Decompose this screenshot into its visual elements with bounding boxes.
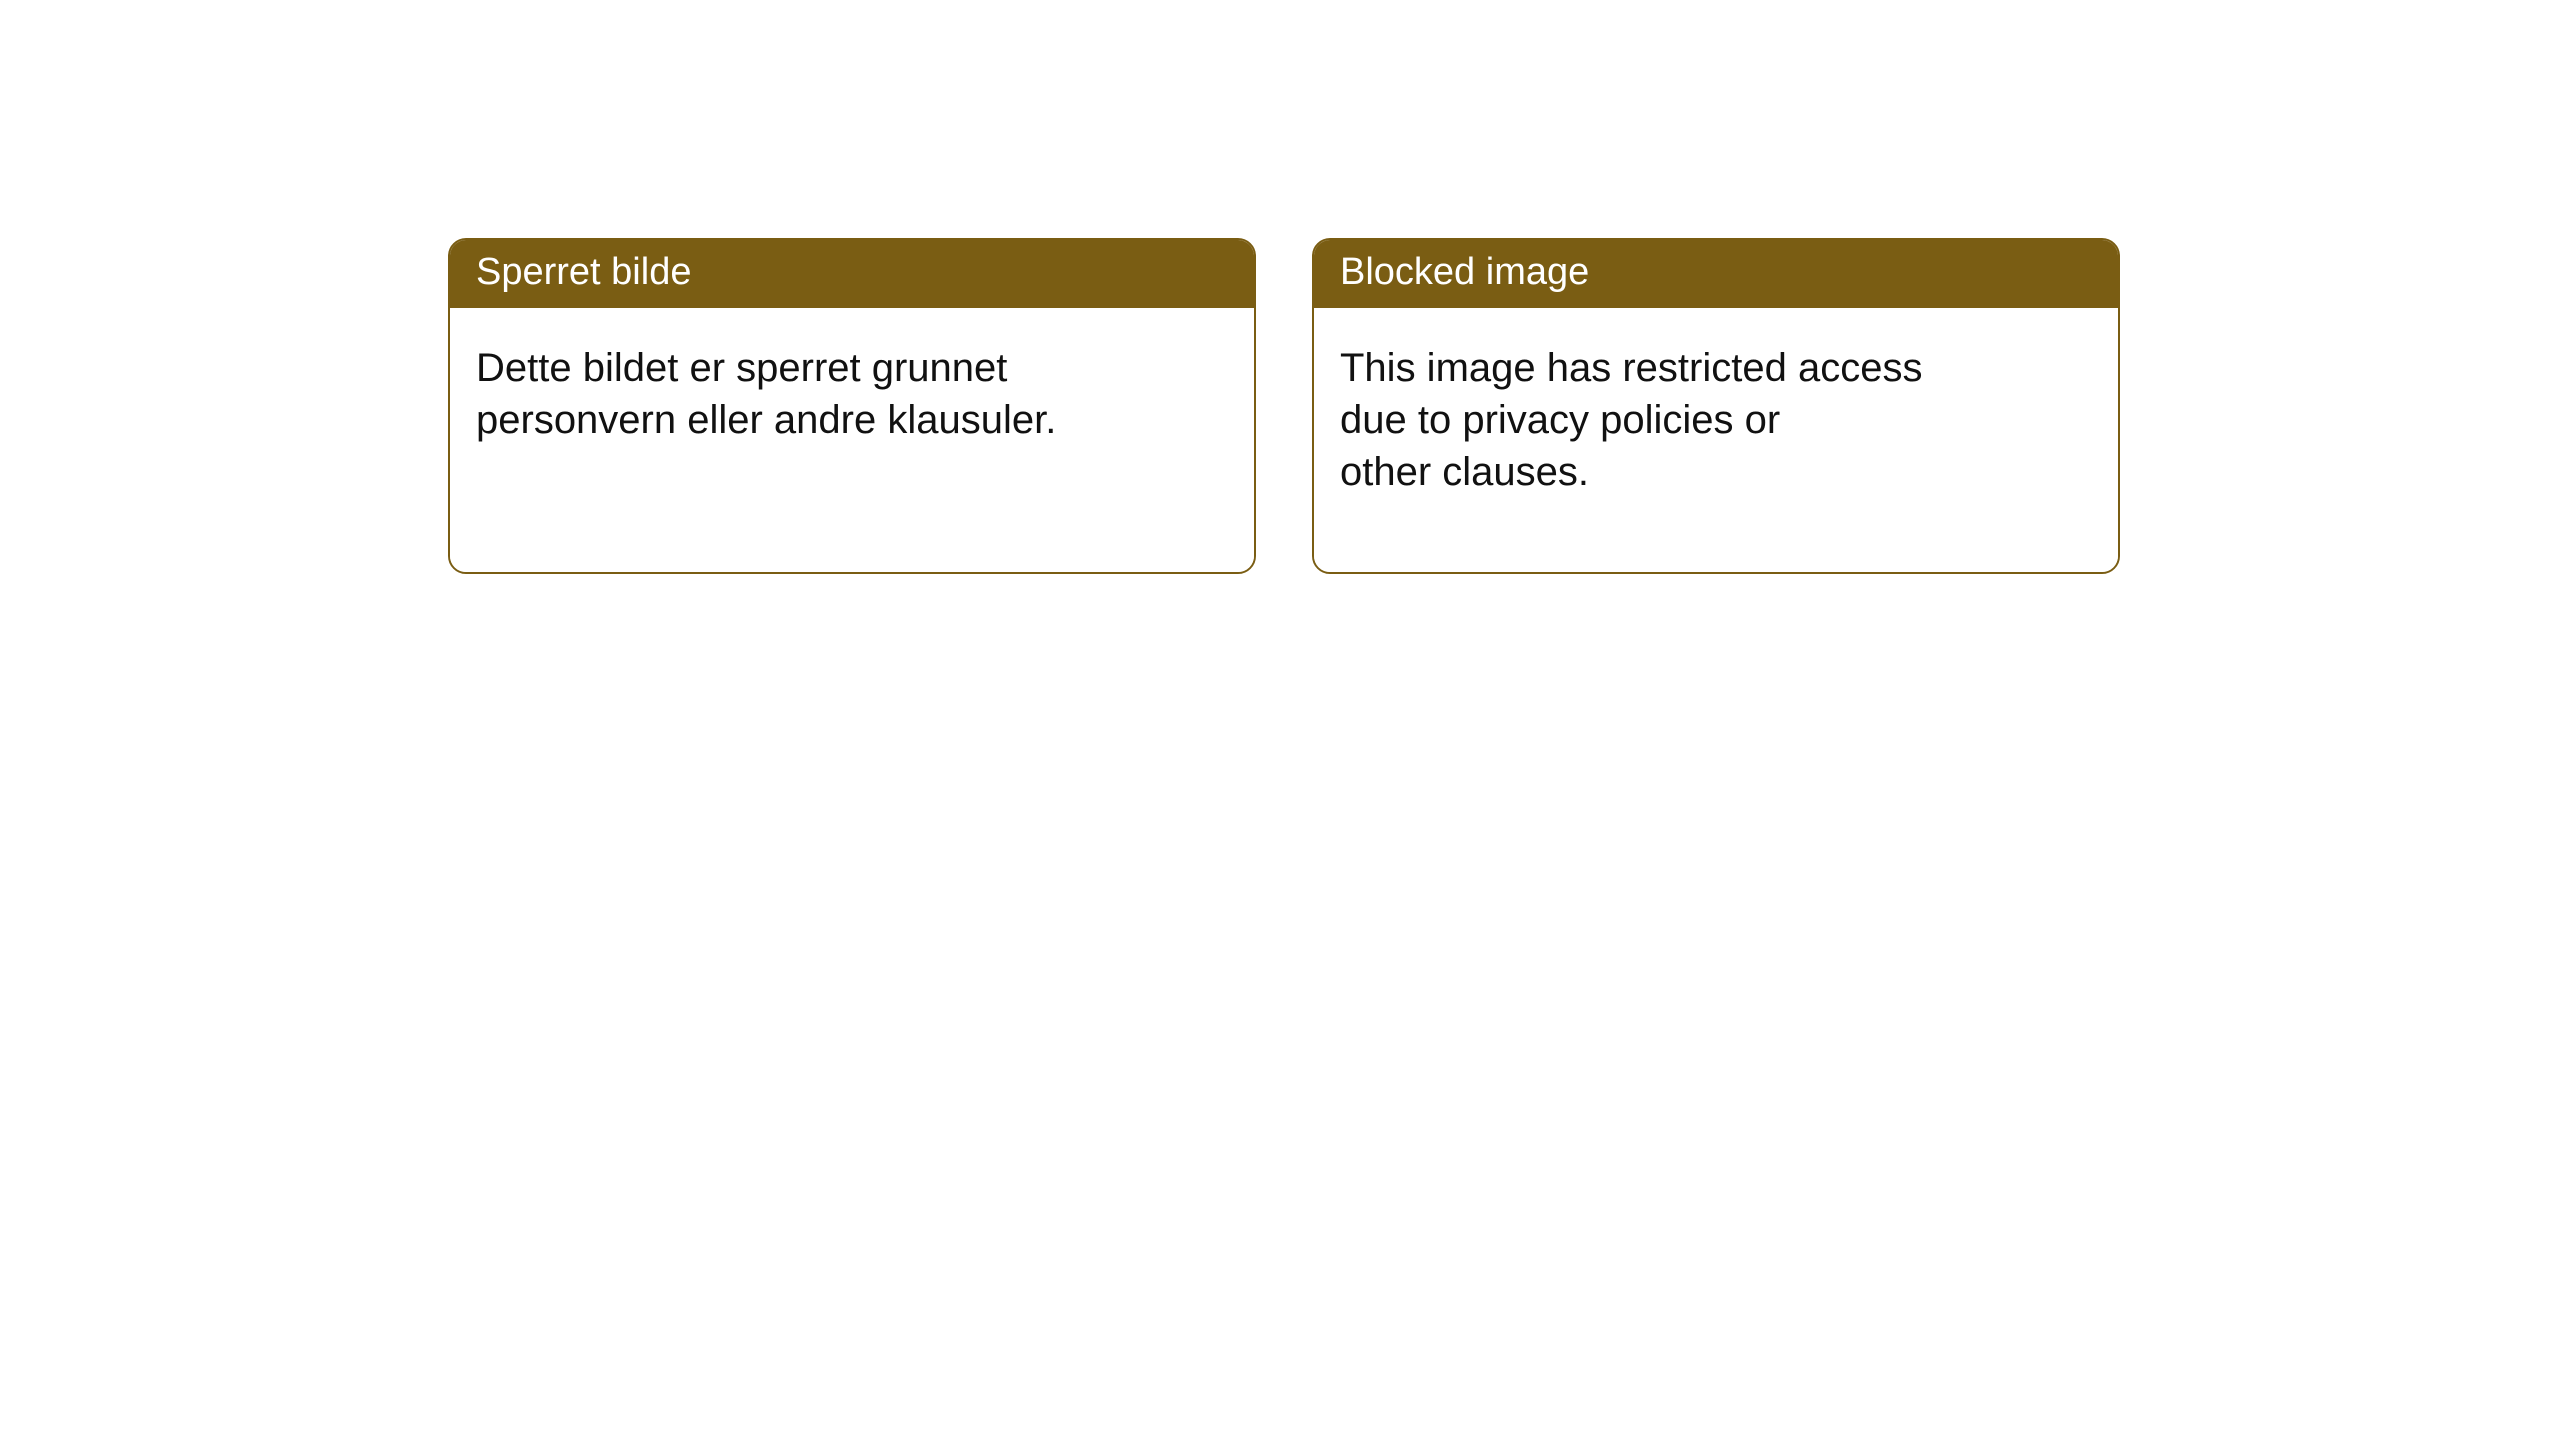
card-header-norwegian: Sperret bilde <box>450 240 1254 308</box>
blocked-image-cards: Sperret bilde Dette bildet er sperret gr… <box>448 238 2560 574</box>
card-body-english: This image has restricted access due to … <box>1314 308 2118 572</box>
blocked-image-card-norwegian: Sperret bilde Dette bildet er sperret gr… <box>448 238 1256 574</box>
card-header-english: Blocked image <box>1314 240 2118 308</box>
card-body-norwegian: Dette bildet er sperret grunnet personve… <box>450 308 1254 572</box>
blocked-image-card-english: Blocked image This image has restricted … <box>1312 238 2120 574</box>
